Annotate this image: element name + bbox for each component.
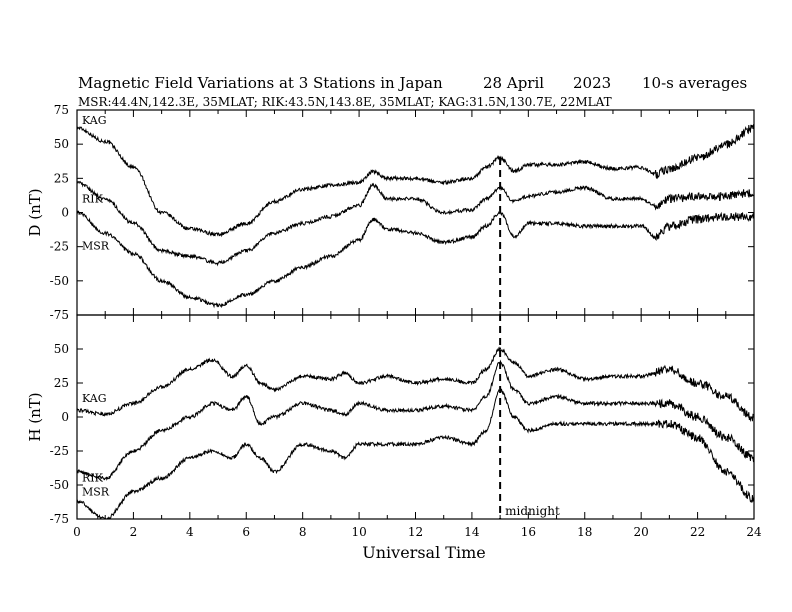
x-tick-label: 12 [408,525,423,539]
series-line-kag [76,346,755,423]
y-tick-label: -50 [50,274,69,288]
series-line-msr [76,388,755,520]
x-tick-label: 24 [746,525,762,539]
midnight-label: midnight [505,504,560,518]
x-tick-label: 20 [634,525,649,539]
y-axis-label: D (nT) [26,188,44,236]
series-line-rik [76,180,755,267]
x-tick-label: 14 [464,525,480,539]
panel-frame [76,109,755,316]
chart-title: Magnetic Field Variations at 3 Stations … [78,74,443,92]
date-label: 28 April [483,74,544,92]
series-label-rik: RIK [82,471,104,484]
averaging-label: 10-s averages [642,74,747,92]
x-tick-label: 4 [186,525,194,539]
x-tick-label: 18 [577,525,592,539]
y-tick-label: -25 [50,444,69,458]
y-tick-label: 25 [54,171,69,185]
x-tick-label: 2 [130,525,138,539]
series-label-msr: MSR [82,485,110,498]
x-tick-label: 22 [690,525,705,539]
series-label-rik: RIK [82,192,104,205]
series-label-kag: KAG [82,114,107,127]
x-tick-label: 6 [242,525,250,539]
y-tick-label: 0 [61,206,69,220]
series-label-msr: MSR [82,240,110,253]
y-tick-label: 75 [54,103,69,117]
y-axis-label: H (nT) [26,392,44,441]
x-axis-label: Universal Time [362,543,485,562]
x-tick-label: 16 [521,525,536,539]
x-tick-label: 8 [299,525,307,539]
x-tick-label: 10 [351,525,366,539]
y-tick-label: 0 [61,410,69,424]
year-label: 2023 [573,74,611,92]
y-tick-label: -50 [50,478,69,492]
y-tick-label: 50 [54,342,69,356]
stations-info: MSR:44.4N,142.3E, 35MLAT; RIK:43.5N,143.… [78,95,612,109]
y-tick-label: -25 [50,240,69,254]
x-tick-label: 0 [73,525,81,539]
y-tick-label: -75 [50,308,69,322]
series-line-kag [76,124,755,238]
series-label-kag: KAG [82,392,107,405]
y-tick-label: 50 [54,137,69,151]
series-line-rik [76,359,755,481]
y-tick-label: -75 [50,512,69,526]
panel-frame [76,314,755,520]
series-line-msr [76,210,755,309]
d-component-panel: 75 50 25 0 -25 -50 -75 D (nT) KAG RIK MSR [26,103,755,322]
y-tick-label: 25 [54,376,69,390]
